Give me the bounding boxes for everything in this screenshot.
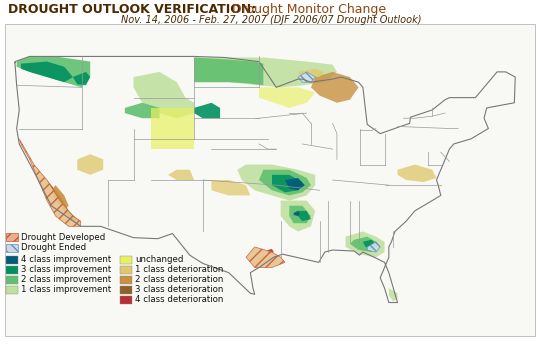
Polygon shape (259, 87, 315, 108)
Text: Drought Developed: Drought Developed (21, 232, 105, 242)
Bar (6, 233, 18, 241)
Bar (6, 276, 18, 284)
Polygon shape (281, 201, 315, 231)
Bar (120, 276, 132, 284)
Polygon shape (267, 249, 274, 254)
Polygon shape (77, 154, 103, 175)
Polygon shape (238, 165, 315, 201)
Bar (120, 256, 132, 264)
Polygon shape (298, 72, 315, 82)
Bar (6, 266, 18, 274)
Bar (120, 296, 132, 304)
Polygon shape (194, 58, 337, 87)
Text: DROUGHT OUTLOOK VERIFICATION:: DROUGHT OUTLOOK VERIFICATION: (8, 3, 256, 16)
Bar (5, 24, 535, 336)
Polygon shape (246, 247, 285, 268)
Polygon shape (272, 175, 302, 192)
Polygon shape (168, 170, 194, 180)
Text: unchanged: unchanged (135, 255, 184, 265)
Text: 1 class deterioration: 1 class deterioration (135, 266, 224, 275)
Polygon shape (73, 72, 90, 85)
Polygon shape (17, 57, 90, 87)
Polygon shape (51, 185, 69, 211)
Text: 2 class deterioration: 2 class deterioration (135, 275, 224, 284)
Bar (6, 244, 18, 252)
Polygon shape (194, 103, 220, 118)
Bar (6, 256, 18, 264)
Polygon shape (259, 170, 311, 195)
Polygon shape (298, 69, 324, 77)
Text: 4 class improvement: 4 class improvement (21, 255, 111, 265)
Polygon shape (133, 72, 194, 118)
Polygon shape (19, 139, 80, 227)
Polygon shape (285, 178, 305, 190)
Polygon shape (350, 237, 380, 252)
Polygon shape (151, 108, 194, 149)
Text: Drought Monitor Change: Drought Monitor Change (232, 3, 386, 16)
Bar (120, 266, 132, 274)
Text: 1 class improvement: 1 class improvement (21, 285, 111, 295)
Text: Nov. 14, 2006 - Feb. 27, 2007 (DJF 2006/07 Drought Outlook): Nov. 14, 2006 - Feb. 27, 2007 (DJF 2006/… (121, 15, 421, 25)
Polygon shape (289, 206, 311, 223)
Text: Drought Ended: Drought Ended (21, 244, 86, 252)
Polygon shape (311, 72, 359, 103)
Polygon shape (211, 180, 251, 195)
Polygon shape (21, 61, 73, 82)
Polygon shape (367, 242, 380, 252)
Polygon shape (389, 288, 397, 302)
Polygon shape (294, 211, 300, 216)
Polygon shape (298, 211, 311, 221)
Bar (120, 286, 132, 294)
Polygon shape (194, 58, 264, 85)
Text: 4 class deterioration: 4 class deterioration (135, 296, 224, 304)
Text: 2 class improvement: 2 class improvement (21, 275, 111, 284)
Bar (6, 286, 18, 294)
Text: 3 class deterioration: 3 class deterioration (135, 285, 224, 295)
Text: 3 class improvement: 3 class improvement (21, 266, 111, 275)
Polygon shape (346, 231, 384, 257)
Polygon shape (125, 103, 159, 118)
Polygon shape (363, 240, 376, 249)
Polygon shape (47, 180, 80, 221)
Polygon shape (397, 165, 436, 182)
